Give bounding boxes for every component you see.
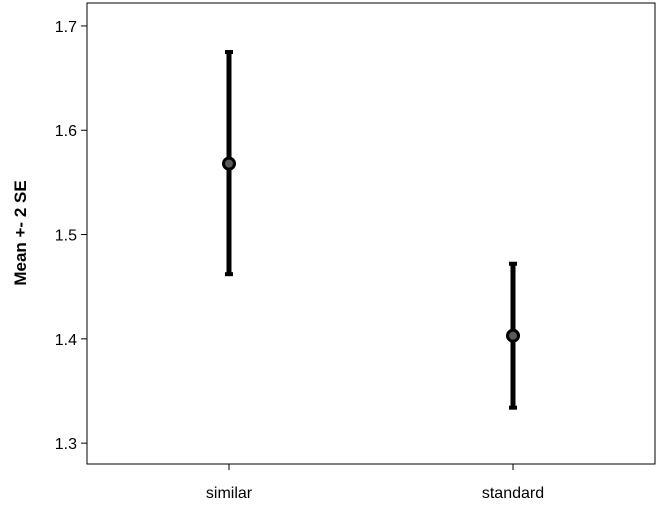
y-tick-label: 1.7 [55,19,77,36]
y-tick-label: 1.5 [55,228,77,245]
x-tick-label: similar [206,485,253,502]
y-tick-label: 1.3 [55,436,77,453]
y-axis-title: Mean +- 2 SE [11,180,30,285]
y-tick-label: 1.6 [55,123,77,140]
x-tick-label: standard [482,485,544,502]
x-axis: similar standard [206,464,544,502]
y-tick-label: 1.4 [55,332,77,349]
plot-frame [86,2,656,465]
y-axis: 1.3 1.4 1.5 1.6 1.7 [55,19,87,453]
mean-point [506,328,520,343]
error-bars [222,50,520,410]
mean-point [222,156,236,171]
